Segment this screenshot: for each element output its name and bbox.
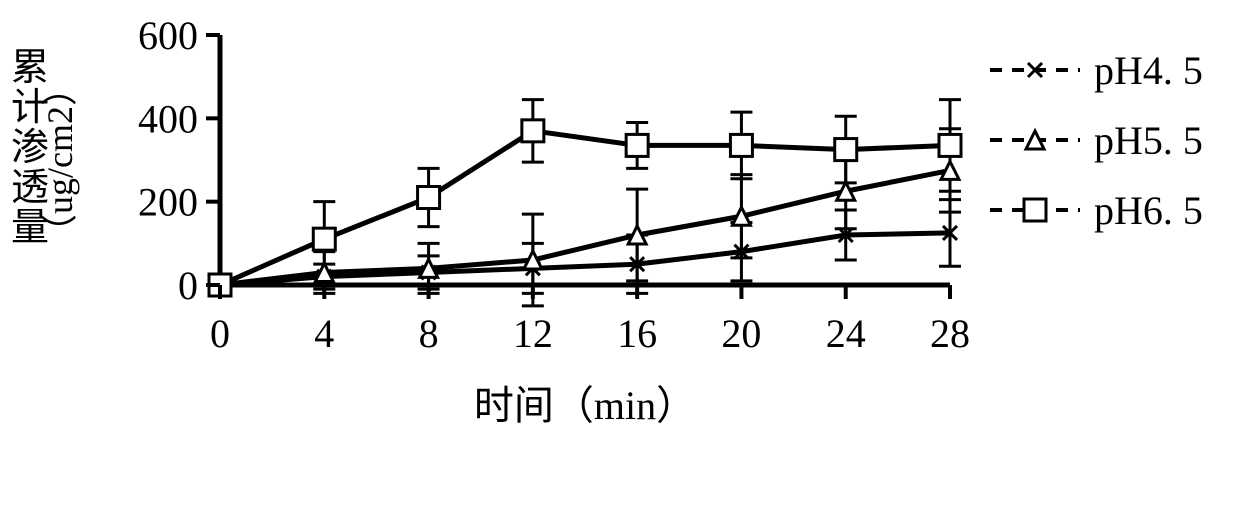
marker-square (313, 228, 335, 250)
marker-square (626, 134, 648, 156)
y-axis-label-2: （ug/cm2） (40, 70, 80, 250)
y-tick-label: 600 (138, 13, 198, 58)
x-tick-label: 0 (210, 311, 230, 356)
x-tick-label: 20 (721, 311, 761, 356)
x-tick-label: 4 (314, 311, 334, 356)
legend-label-pH6.5: pH6. 5 (1094, 188, 1203, 233)
x-tick-label: 16 (617, 311, 657, 356)
x-tick-label: 24 (826, 311, 866, 356)
permeation-chart: 02004006000481216202428时间（min）累计渗透量（ug/c… (0, 0, 1240, 520)
legend-label-pH5.5: pH5. 5 (1094, 118, 1203, 163)
marker-square (418, 187, 440, 209)
marker-square (835, 139, 857, 161)
marker-square (522, 120, 544, 142)
marker-square (730, 134, 752, 156)
chart-svg: 02004006000481216202428时间（min）累计渗透量（ug/c… (0, 0, 1240, 520)
y-tick-label: 400 (138, 96, 198, 141)
x-tick-label: 12 (513, 311, 553, 356)
chart-bg (0, 0, 1240, 520)
marker-square-legend (1024, 199, 1046, 221)
x-tick-label: 28 (930, 311, 970, 356)
marker-square (939, 134, 961, 156)
x-tick-label: 8 (419, 311, 439, 356)
y-tick-label: 200 (138, 180, 198, 225)
y-tick-label: 0 (178, 263, 198, 308)
x-axis-label: 时间（min） (474, 383, 696, 428)
legend-label-pH4.5: pH4. 5 (1094, 48, 1203, 93)
